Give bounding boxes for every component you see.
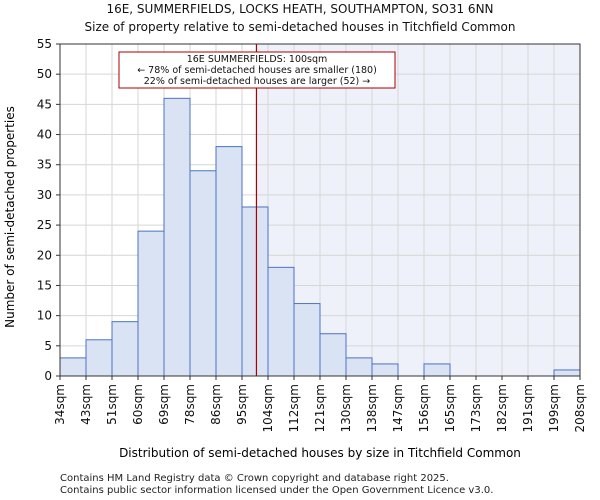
y-tick-label: 30: [37, 188, 52, 202]
x-tick-label: 138sqm: [365, 384, 379, 432]
x-tick-label: 199sqm: [547, 384, 561, 432]
x-tick-label: 34sqm: [53, 384, 67, 425]
y-tick-label: 35: [37, 158, 52, 172]
y-tick-label: 0: [44, 369, 52, 383]
annotation-line-3: 22% of semi-detached houses are larger (…: [144, 76, 371, 87]
x-tick-label: 130sqm: [339, 384, 353, 432]
histogram-bar: [189, 170, 217, 377]
x-tick-label: 182sqm: [495, 384, 509, 432]
histogram-bar: [59, 357, 87, 377]
x-tick-label: 69sqm: [157, 384, 171, 425]
y-tick-label: 10: [37, 309, 52, 323]
chart-title: 16E, SUMMERFIELDS, LOCKS HEATH, SOUTHAMP…: [106, 2, 494, 16]
histogram-bar: [163, 97, 191, 377]
annotation-box: 16E SUMMERFIELDS: 100sqm ← 78% of semi-d…: [118, 51, 396, 89]
histogram-bar: [267, 266, 295, 377]
x-tick-label: 191sqm: [521, 384, 535, 432]
x-tick-label: 165sqm: [443, 384, 457, 432]
y-tick-label: 50: [37, 67, 52, 81]
histogram-bar: [423, 363, 451, 377]
y-tick-label: 20: [37, 248, 52, 262]
histogram-bar: [345, 357, 373, 377]
x-tick-label: 147sqm: [391, 384, 405, 432]
x-tick-label: 208sqm: [573, 384, 587, 432]
y-tick-label: 55: [37, 37, 52, 51]
y-tick-label: 25: [37, 218, 52, 232]
x-tick-label: 51sqm: [105, 384, 119, 425]
x-tick-label: 86sqm: [209, 384, 223, 425]
x-tick-label: 112sqm: [287, 384, 301, 432]
x-tick-label: 78sqm: [183, 384, 197, 425]
y-axis-label: Number of semi-detached properties: [3, 106, 17, 328]
x-axis-label: Distribution of semi-detached houses by …: [119, 446, 521, 460]
histogram-bar: [111, 321, 139, 377]
histogram-bar: [293, 303, 321, 377]
footer-line-2: Contains public sector information licen…: [60, 485, 494, 496]
histogram-bar: [215, 146, 243, 377]
y-tick-label: 15: [37, 278, 52, 292]
histogram-bar: [371, 363, 399, 377]
x-tick-label: 156sqm: [417, 384, 431, 432]
footer-line-1: Contains HM Land Registry data © Crown c…: [60, 473, 449, 484]
x-tick-label: 60sqm: [131, 384, 145, 425]
x-tick-label: 43sqm: [79, 384, 93, 425]
y-tick-label: 40: [37, 128, 52, 142]
annotation-line-2: ← 78% of semi-detached houses are smalle…: [137, 65, 377, 76]
x-tick-label: 104sqm: [261, 384, 275, 432]
histogram-bar: [137, 230, 165, 377]
x-tick-label: 173sqm: [469, 384, 483, 432]
x-tick-label: 95sqm: [235, 384, 249, 425]
y-tick-label: 45: [37, 97, 52, 111]
histogram-bar: [553, 369, 581, 377]
annotation-line-1: 16E SUMMERFIELDS: 100sqm: [187, 54, 328, 65]
histogram-bar: [85, 339, 113, 377]
histogram-bar: [241, 206, 269, 377]
y-tick-label: 5: [44, 339, 52, 353]
histogram-bar: [319, 333, 347, 377]
chart-subtitle: Size of property relative to semi-detach…: [84, 20, 516, 34]
x-tick-label: 121sqm: [313, 384, 327, 432]
